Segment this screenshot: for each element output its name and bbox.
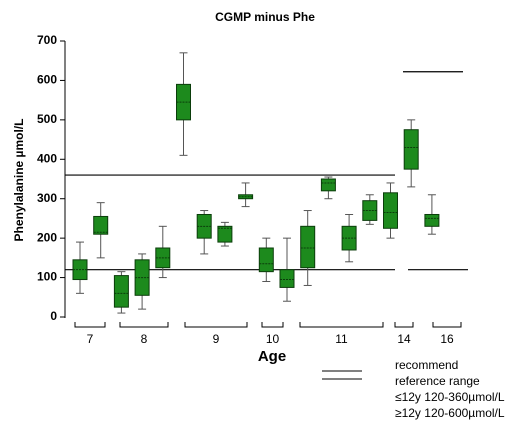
box [258, 247, 274, 273]
group-label: 7 [87, 332, 94, 346]
group-bracket [299, 322, 384, 328]
group-label: 11 [335, 332, 348, 346]
group-bracket [394, 322, 414, 328]
group-bracket [74, 322, 106, 328]
group-label: 10 [266, 332, 280, 346]
group-label: 16 [440, 332, 454, 346]
y-tick-label: 600 [37, 73, 57, 87]
box [403, 129, 419, 170]
group-label: 9 [213, 332, 220, 346]
group-label: 8 [141, 332, 148, 346]
group-bracket [119, 322, 169, 328]
y-tick-label: 400 [37, 151, 57, 165]
y-tick-label: 0 [50, 309, 57, 323]
box [113, 275, 129, 308]
x-axis-label: Age [258, 348, 286, 365]
legend-text: reference range [395, 374, 480, 388]
box [279, 269, 295, 288]
group-bracket [432, 322, 462, 328]
legend-text: recommend [395, 358, 458, 372]
y-axis-label: Phenylalanine µmol/L [12, 119, 26, 242]
box [300, 225, 316, 269]
group-bracket [184, 322, 248, 328]
y-tick-label: 200 [37, 230, 57, 244]
legend-text: ≥12y 120-600µmol/L [395, 406, 505, 420]
box [320, 178, 336, 192]
legend-text: ≤12y 120-360µmol/L [395, 390, 505, 404]
chart-title: CGMP minus Phe [215, 10, 315, 24]
y-tick-label: 300 [37, 191, 57, 205]
group-bracket [261, 322, 284, 328]
y-tick-label: 700 [37, 33, 57, 47]
y-tick-label: 500 [37, 112, 57, 126]
box [383, 192, 398, 229]
y-tick-label: 100 [37, 270, 57, 284]
box [93, 215, 109, 235]
box [424, 213, 440, 227]
group-label: 14 [397, 332, 411, 346]
box [217, 225, 233, 243]
